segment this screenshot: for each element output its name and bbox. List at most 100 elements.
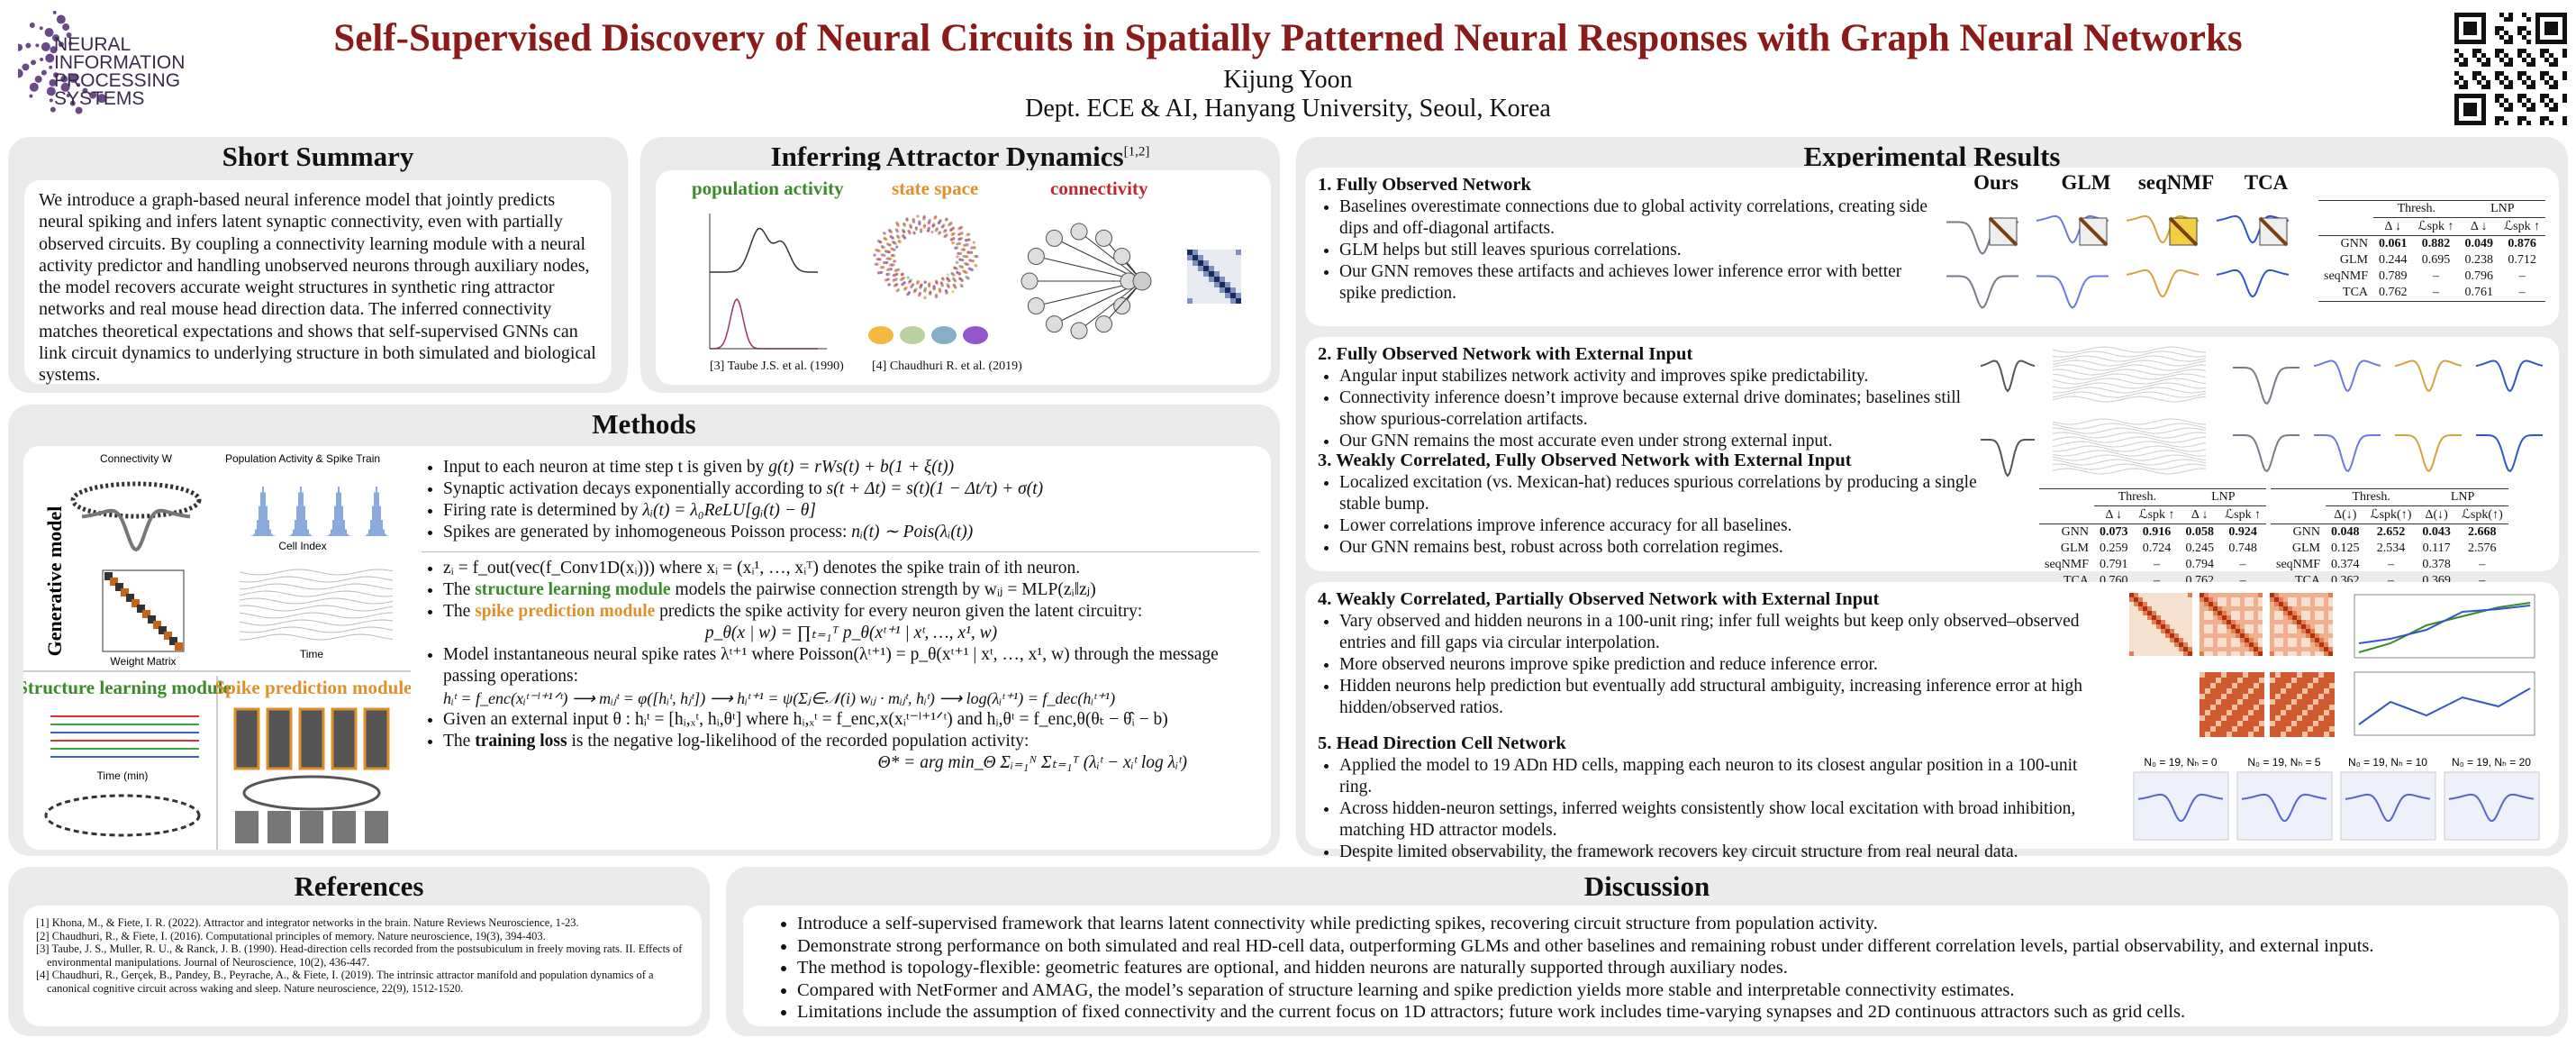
matrix-cell: [2188, 647, 2192, 651]
weight-profile: [2476, 434, 2543, 473]
matrix-cell: [2288, 638, 2292, 642]
matrix-cell: [2270, 597, 2274, 602]
spike-train: [239, 626, 394, 633]
matrix-cell: [2254, 624, 2258, 629]
qr-cell: [2522, 80, 2526, 85]
matrix-cell: [2318, 672, 2324, 678]
qr-cell: [2504, 31, 2508, 35]
matrix-cell: [2236, 606, 2240, 611]
qr-cell: [2508, 17, 2513, 22]
matrix-cell: [2279, 602, 2283, 606]
matrix-cell: [1230, 277, 1236, 282]
table-cell: 0.049: [2464, 237, 2494, 250]
logo-dot: [51, 34, 59, 42]
figure-label: Time: [300, 648, 324, 660]
bullet-text: Input to each neuron at time step t is g…: [443, 458, 769, 477]
state-point: [896, 223, 900, 228]
matrix-cell: [1220, 277, 1225, 282]
matrix-cell: [2279, 633, 2283, 638]
activity: [2052, 432, 2207, 439]
matrix-cell: [2138, 597, 2143, 602]
bullet: Our GNN remains best, robust across both…: [1339, 537, 1984, 559]
logo-dot: [34, 75, 42, 83]
matrix-cell: [2324, 710, 2329, 715]
bullet: Applied the model to 19 ADn HD cells, ma…: [1339, 755, 2110, 798]
matrix-cell: [2147, 651, 2152, 656]
matrix-cell: [2274, 642, 2279, 647]
bullet: The training loss is the negative log-li…: [443, 731, 1259, 774]
qr-cell: [2504, 53, 2508, 58]
edge: [1078, 280, 1143, 332]
matrix-cell: [2324, 726, 2329, 732]
matrix-cell: [2259, 705, 2264, 710]
matrix-cell: [2161, 624, 2165, 629]
matrix-cell: [2236, 633, 2240, 638]
table-cell: 0.695: [2421, 253, 2451, 267]
matrix-cell: [2274, 638, 2279, 642]
matrix-cell: [1220, 250, 1225, 255]
bullet: Introduce a self-supervised framework th…: [797, 913, 2559, 935]
matrix-cell: [2281, 721, 2286, 726]
matrix-cell: [2216, 678, 2221, 683]
hist-bar: [296, 505, 298, 536]
qr-cell: [2481, 17, 2486, 22]
state-point: [897, 236, 901, 240]
matrix-cell: [142, 610, 150, 618]
matrix-cell: [2302, 672, 2308, 678]
matrix-cell: [2236, 611, 2240, 615]
matrix-cell: [1187, 282, 1193, 287]
state-point: [873, 253, 876, 257]
matrix-cell: [2218, 638, 2222, 642]
matrix-cell: [2143, 647, 2147, 651]
state-point: [883, 246, 886, 250]
matrix-cell: [2147, 615, 2152, 620]
matrix-cell: [2315, 602, 2319, 606]
qr-cell: [2562, 35, 2567, 40]
matrix-cell: [2161, 615, 2165, 620]
hist-bar: [329, 533, 331, 536]
matrix-cell: [2236, 642, 2240, 647]
method-label: TCA: [2244, 171, 2289, 194]
plot-frame: [2340, 771, 2436, 841]
matrix-cell: [2275, 710, 2281, 715]
table-cell: 0.916: [2142, 525, 2172, 539]
matrix-cell: [2216, 726, 2221, 732]
matrix-cell: [2324, 688, 2329, 694]
matrix-cell: [2134, 615, 2138, 620]
matrix-cell: [2324, 683, 2329, 688]
matrix-cell: [1187, 260, 1193, 266]
matrix-cell: [2270, 721, 2275, 726]
qr-cell: [2481, 121, 2486, 125]
matrix-cell: [2283, 647, 2288, 651]
matrix-cell: [2129, 629, 2134, 633]
state-point: [908, 232, 912, 235]
matrix-cell: [2221, 710, 2227, 715]
matrix-cell: [2297, 620, 2301, 624]
qr-cell: [2540, 98, 2544, 103]
logo-dot: [89, 91, 97, 99]
matrix-cell: [2297, 642, 2301, 647]
citation: [4] Chaudhuri R. et al. (2019): [872, 360, 1022, 373]
matrix-cell: [2221, 721, 2227, 726]
spike-block: [233, 707, 260, 770]
matrix-cell: [2292, 602, 2297, 606]
matrix-cell: [2328, 624, 2333, 629]
matrix-cell: [2204, 642, 2209, 647]
matrix-cell: [2165, 620, 2170, 624]
table-row: GNN 0.048 2.652 0.043 2.668: [2271, 524, 2508, 542]
table-cell: 0.117: [2422, 542, 2451, 555]
panel-title: Discussion: [1583, 870, 1710, 902]
matrix-cell: [2245, 647, 2249, 651]
matrix-cell: [2227, 620, 2231, 624]
matrix-cell: [1230, 293, 1236, 298]
weight-profile: [2126, 269, 2200, 298]
qr-cell: [2454, 35, 2459, 40]
matrix-cell: [2216, 699, 2221, 705]
label: connectivity: [1050, 178, 1148, 199]
matrix-cell: [2165, 651, 2170, 656]
qr-cell: [2522, 13, 2526, 17]
matrix-cell: [2254, 647, 2258, 651]
matrix-cell: [2165, 615, 2170, 620]
state-point: [946, 273, 950, 277]
column-header: Δ(↓): [2425, 507, 2448, 522]
